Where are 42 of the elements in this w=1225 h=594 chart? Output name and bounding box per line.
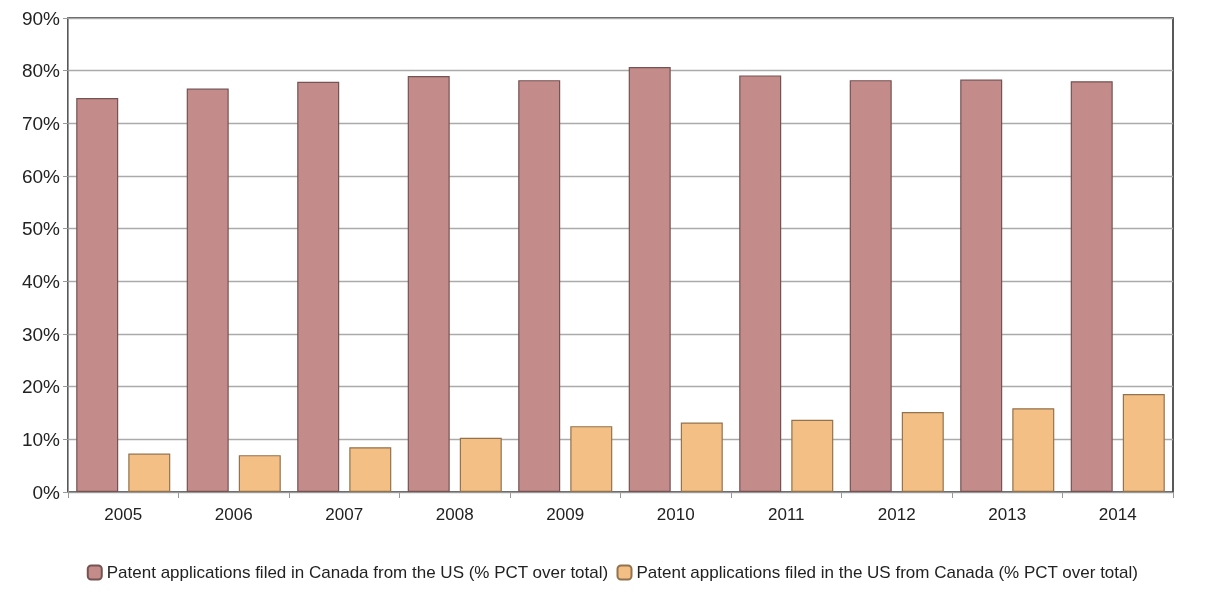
- x-tick-label: 2005: [104, 505, 143, 524]
- bar: [459, 437, 502, 492]
- legend-label: Patent applications filed in the US from Canada (% PCT over total): [636, 563, 1138, 582]
- bar: [901, 411, 944, 492]
- x-tick-label: 2014: [1098, 505, 1137, 524]
- bar: [407, 75, 450, 492]
- y-tick-label: 0%: [32, 481, 61, 503]
- y-tick-label: 10%: [21, 428, 61, 450]
- y-tick-label: 60%: [21, 165, 61, 187]
- x-tick-label: 2007: [325, 505, 364, 524]
- bar: [238, 455, 281, 492]
- bar: [518, 80, 561, 492]
- bar: [186, 88, 229, 492]
- x-tick-label: 2008: [435, 505, 474, 524]
- bar: [628, 66, 671, 492]
- bar: [76, 98, 119, 492]
- y-tick-label: 30%: [21, 323, 61, 345]
- bar: [739, 75, 782, 492]
- bar: [791, 419, 834, 492]
- bar: [1070, 81, 1113, 492]
- y-tick-label: 50%: [21, 218, 61, 240]
- x-tick-label: 2010: [656, 505, 695, 524]
- y-tick-label: 80%: [21, 60, 61, 82]
- x-tick-label: 2012: [877, 505, 916, 524]
- x-tick-label: 2009: [546, 505, 585, 524]
- y-tick-label: 40%: [21, 270, 61, 292]
- bar: [680, 422, 723, 492]
- x-tick-label: 2013: [988, 505, 1027, 524]
- bar: [128, 453, 171, 492]
- bar: [297, 81, 340, 492]
- bar: [570, 426, 613, 492]
- x-tick-label: 2006: [214, 505, 253, 524]
- bar: [1012, 408, 1055, 492]
- legend-label: Patent applications filed in Canada from the US (% PCT over total): [106, 563, 609, 582]
- y-tick-label: 70%: [21, 112, 61, 134]
- bar: [349, 447, 392, 492]
- bar: [849, 80, 892, 492]
- y-tick-label: 90%: [21, 7, 61, 29]
- bar: [960, 79, 1003, 492]
- bar: [1122, 394, 1165, 492]
- y-tick-label: 20%: [21, 376, 61, 398]
- x-tick-label: 2011: [767, 505, 805, 524]
